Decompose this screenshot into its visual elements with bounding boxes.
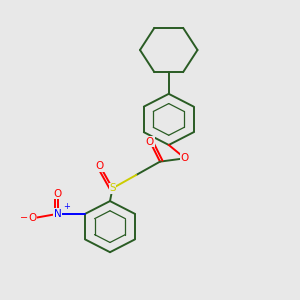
Text: O: O bbox=[181, 153, 189, 163]
Text: S: S bbox=[109, 183, 116, 193]
Text: O: O bbox=[146, 136, 154, 147]
Text: −: − bbox=[20, 213, 28, 223]
Text: O: O bbox=[96, 161, 104, 171]
Text: N: N bbox=[54, 209, 61, 219]
Text: O: O bbox=[53, 189, 62, 199]
Text: +: + bbox=[63, 202, 70, 211]
Text: O: O bbox=[28, 213, 37, 223]
